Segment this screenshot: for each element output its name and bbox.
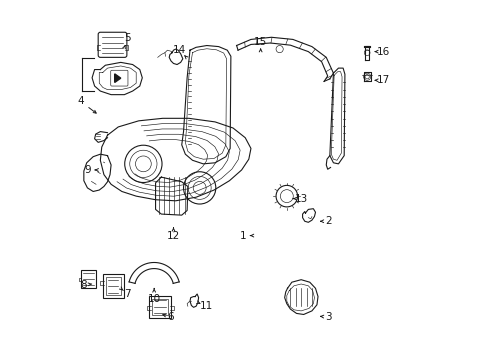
Text: 10: 10 bbox=[147, 294, 161, 304]
Text: 11: 11 bbox=[200, 301, 213, 311]
Text: 7: 7 bbox=[123, 289, 130, 299]
Text: 13: 13 bbox=[294, 194, 307, 204]
Text: 14: 14 bbox=[172, 45, 185, 55]
Text: 4: 4 bbox=[77, 96, 83, 106]
Text: 3: 3 bbox=[325, 312, 331, 322]
Text: 6: 6 bbox=[167, 312, 174, 322]
Text: 17: 17 bbox=[376, 75, 389, 85]
Text: 15: 15 bbox=[253, 37, 267, 47]
Text: 12: 12 bbox=[166, 231, 180, 240]
Text: 8: 8 bbox=[81, 280, 87, 290]
Text: 16: 16 bbox=[376, 46, 389, 57]
Text: 5: 5 bbox=[124, 33, 131, 43]
Polygon shape bbox=[115, 74, 121, 82]
Text: 2: 2 bbox=[325, 216, 331, 226]
Text: 9: 9 bbox=[84, 165, 91, 175]
Text: 1: 1 bbox=[239, 231, 245, 240]
